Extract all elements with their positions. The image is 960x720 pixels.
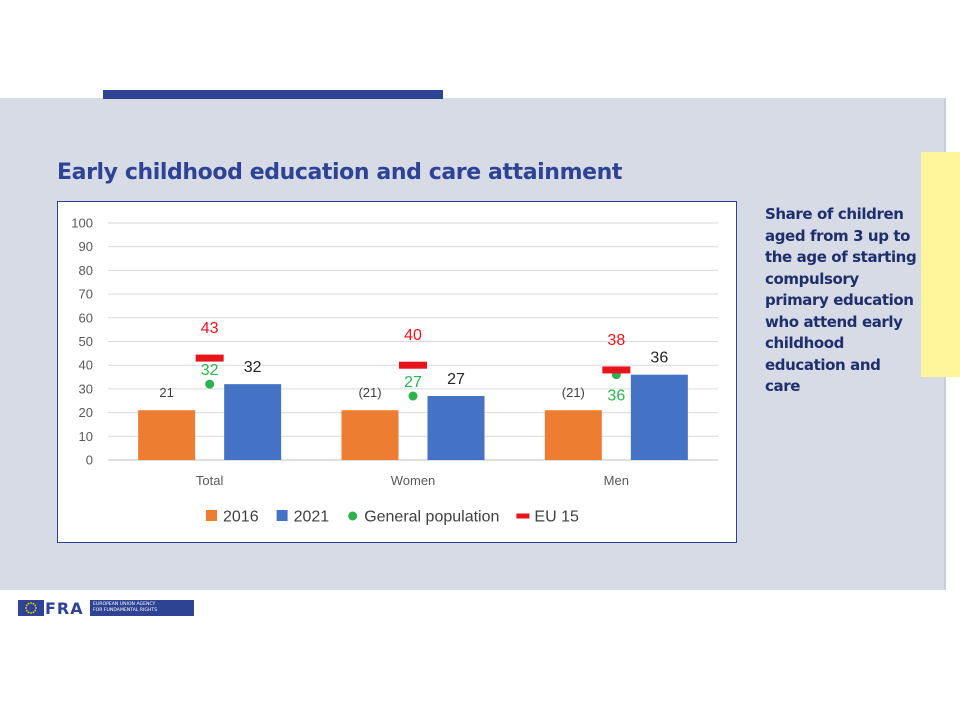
data-label-general-population: 27 <box>404 374 422 391</box>
y-tick-label: 50 <box>79 334 93 349</box>
general-population-marker <box>408 391 418 401</box>
logo-tagline-line-2: FOR FUNDAMENTAL RIGHTS <box>93 608 158 613</box>
title-accent-bar <box>103 90 443 99</box>
chart-frame: 0 10 20 30 40 50 60 70 80 90 100 21 32 32 43 Total (21) 2… <box>57 201 737 543</box>
legend-label: General population <box>364 509 499 526</box>
data-label-eu15: 40 <box>404 327 422 344</box>
bar-2021 <box>427 396 485 460</box>
data-label-2016: (21) <box>358 385 381 400</box>
data-label-eu15: 38 <box>607 332 625 349</box>
general-population-marker <box>205 379 215 389</box>
fra-logo: FRA EUROPEAN UNION AGENCY FOR FUNDAMENTA… <box>18 599 194 618</box>
data-label-2021: 27 <box>447 371 465 388</box>
legend-label: 2021 <box>294 509 330 526</box>
y-tick-label: 10 <box>79 429 93 444</box>
legend-label: 2016 <box>223 509 259 526</box>
y-tick-label: 30 <box>79 381 93 396</box>
x-tick-label: Women <box>391 473 436 488</box>
data-label-2021: 36 <box>650 350 668 367</box>
bar-chart: 0 10 20 30 40 50 60 70 80 90 100 21 32 32 43 Total (21) 2… <box>71 216 718 526</box>
bar-2021 <box>224 384 282 460</box>
logo-acronym: FRA <box>45 599 84 618</box>
bar-2021 <box>630 374 688 460</box>
eu15-marker <box>602 366 631 374</box>
y-tick-label: 90 <box>79 239 93 254</box>
legend-swatch <box>206 510 217 521</box>
x-tick-label: Total <box>196 473 224 488</box>
y-tick-label: 40 <box>79 358 93 373</box>
logo-tagline: EUROPEAN UNION AGENCY FOR FUNDAMENTAL RI… <box>90 600 194 616</box>
data-label-2016: (21) <box>562 385 585 400</box>
eu15-marker <box>195 354 224 362</box>
logo-tagline-line-1: EUROPEAN UNION AGENCY <box>93 602 156 607</box>
legend-swatch <box>348 511 358 521</box>
y-tick-label: 80 <box>79 263 93 278</box>
legend-label: EU 15 <box>534 509 579 526</box>
data-label-general-population: 32 <box>201 362 219 379</box>
bar-2016 <box>341 410 399 460</box>
y-tick-label: 0 <box>86 453 93 468</box>
legend-swatch <box>276 510 288 521</box>
bar-2016 <box>138 410 196 460</box>
side-highlight-tab <box>921 152 960 377</box>
y-tick-label: 60 <box>79 310 93 325</box>
data-label-2021: 32 <box>244 359 262 376</box>
eu-flag-icon <box>18 600 44 616</box>
data-label-2016: 21 <box>159 385 173 400</box>
eu15-marker <box>399 361 427 369</box>
data-label-general-population: 36 <box>607 388 625 405</box>
data-label-eu15: 43 <box>201 320 219 337</box>
legend-swatch <box>516 513 530 519</box>
slide-title: Early childhood education and care attai… <box>57 160 622 185</box>
y-tick-label: 70 <box>79 287 93 302</box>
chart-description: Share of children aged from 3 up to the … <box>765 205 917 395</box>
y-tick-label: 100 <box>71 216 93 231</box>
bar-2016 <box>544 410 602 460</box>
x-tick-label: Men <box>604 473 629 488</box>
y-tick-label: 20 <box>79 405 93 420</box>
